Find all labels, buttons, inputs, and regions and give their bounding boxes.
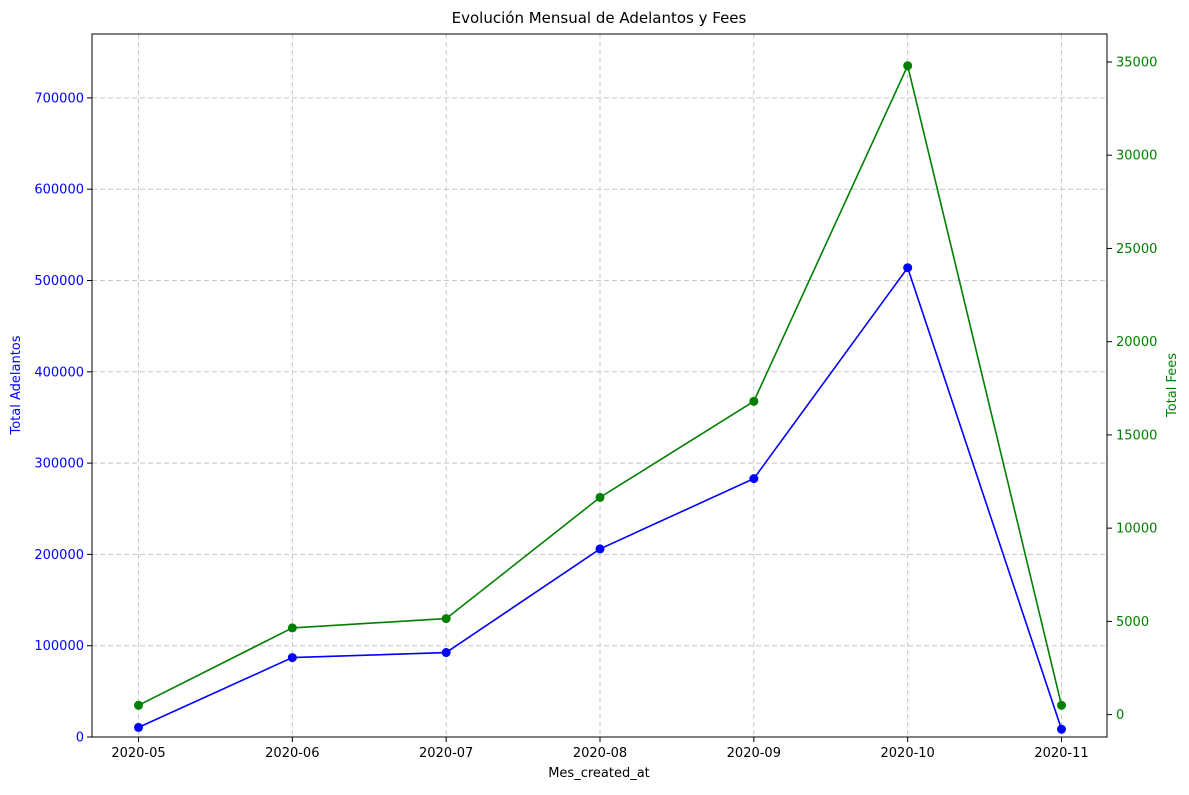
data-point-left [441, 648, 451, 658]
data-point-right [595, 492, 605, 502]
y-axis-right: 0 5000 10000 15000 20000 25000 30000 35000 [1107, 55, 1157, 723]
y-left-tick-label: 300000 [34, 457, 84, 472]
y-left-tick-label: 400000 [34, 365, 84, 380]
y-right-tick-label: 25000 [1116, 242, 1157, 257]
y-right-tick-label: 20000 [1116, 335, 1157, 350]
y-axis-right-label: Total Fees [1165, 353, 1180, 418]
data-point-right [441, 614, 451, 624]
data-point-right [903, 61, 913, 71]
y-left-tick-label: 0 [76, 731, 84, 746]
y-axis-left: 0 100000 200000 300000 400000 500000 600000 700… [34, 91, 92, 746]
data-point-right [134, 700, 143, 710]
y-right-tick-label: 0 [1116, 708, 1124, 723]
y-left-tick-label: 500000 [34, 274, 84, 289]
y-right-tick-label: 10000 [1116, 522, 1157, 537]
data-point-left [903, 263, 913, 273]
y-left-tick-label: 700000 [34, 91, 84, 106]
x-tick-label: 2020-05 [111, 746, 165, 761]
data-point-left [287, 653, 297, 663]
y-left-tick-label: 600000 [34, 183, 84, 198]
series-line-right [138, 63, 1063, 707]
x-tick-label: 2020-09 [727, 746, 781, 761]
x-tick-label: 2020-07 [419, 746, 473, 761]
x-tick-label: 2020-06 [265, 746, 319, 761]
y-right-tick-label: 30000 [1116, 149, 1157, 164]
x-tick-label: 2020-08 [573, 746, 627, 761]
data-point-right [1057, 700, 1066, 710]
y-right-tick-label: 15000 [1116, 428, 1157, 443]
y-right-tick-label: 5000 [1116, 615, 1149, 630]
x-tick-label: 2020-10 [881, 746, 935, 761]
x-tick-label: 2020-11 [1034, 746, 1088, 761]
data-point-left [595, 544, 605, 554]
y-left-tick-label: 100000 [34, 639, 84, 654]
data-point-left [134, 722, 143, 732]
x-axis-label: Mes_created_at [548, 766, 650, 781]
data-point-left [749, 474, 759, 484]
y-axis-left-label: Total Adelantos [9, 335, 24, 435]
grid-lines [92, 34, 1107, 737]
chart-title: Evolución Mensual de Adelantos y Fees [452, 9, 747, 27]
data-point-right [749, 396, 759, 406]
data-point-left [1057, 724, 1066, 734]
series-layer [134, 61, 1066, 734]
y-right-tick-label: 35000 [1116, 55, 1157, 70]
x-axis: 2020-05 2020-06 2020-07 2020-08 2020-09 2020-… [111, 737, 1089, 761]
data-point-right [287, 623, 297, 633]
y-left-tick-label: 200000 [34, 548, 84, 563]
